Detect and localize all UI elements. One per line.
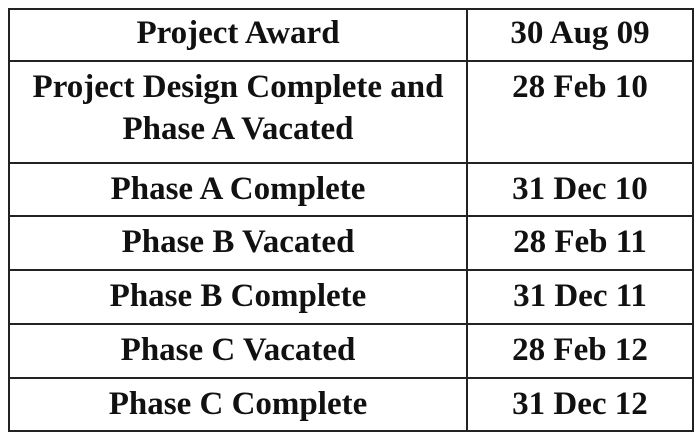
milestone-cell: Phase C Vacated bbox=[8, 323, 468, 379]
milestone-cell: Phase A Complete bbox=[8, 162, 468, 217]
milestone-cell: Phase C Complete bbox=[8, 377, 468, 432]
date-cell: 30 Aug 09 bbox=[466, 8, 694, 62]
table-row: Phase B Complete 31 Dec 11 bbox=[8, 269, 694, 325]
table-row: Phase C Complete 31 Dec 12 bbox=[8, 377, 694, 432]
table-row: Project Award 30 Aug 09 bbox=[8, 8, 694, 62]
date-cell: 28 Feb 11 bbox=[466, 215, 694, 271]
table-row: Phase A Complete 31 Dec 10 bbox=[8, 162, 694, 217]
date-cell: 28 Feb 10 bbox=[466, 60, 694, 164]
milestone-schedule-table: Project Award 30 Aug 09 Project Design C… bbox=[8, 8, 694, 432]
date-cell: 31 Dec 11 bbox=[466, 269, 694, 325]
table-row: Phase B Vacated 28 Feb 11 bbox=[8, 215, 694, 271]
milestone-cell: Phase B Complete bbox=[8, 269, 468, 325]
table-row: Phase C Vacated 28 Feb 12 bbox=[8, 323, 694, 379]
date-cell: 28 Feb 12 bbox=[466, 323, 694, 379]
date-cell: 31 Dec 10 bbox=[466, 162, 694, 217]
milestone-cell: Project Award bbox=[8, 8, 468, 62]
date-cell: 31 Dec 12 bbox=[466, 377, 694, 432]
milestone-cell: Phase B Vacated bbox=[8, 215, 468, 271]
milestone-cell: Project Design Complete and Phase A Vaca… bbox=[8, 60, 468, 164]
table-row: Project Design Complete and Phase A Vaca… bbox=[8, 60, 694, 164]
